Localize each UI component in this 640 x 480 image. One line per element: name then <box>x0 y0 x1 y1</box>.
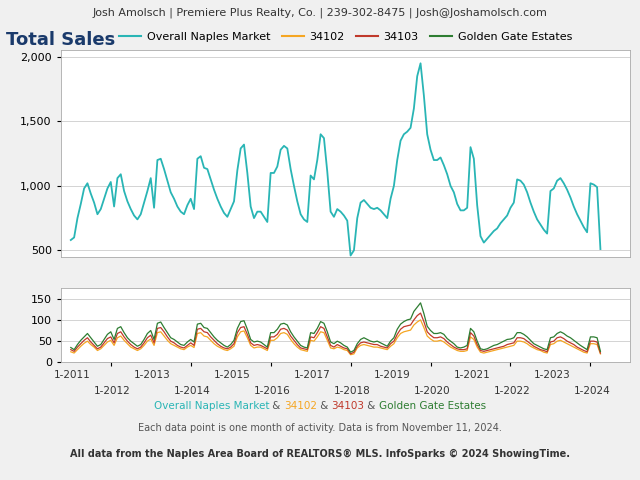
Text: 1-2022: 1-2022 <box>493 386 531 396</box>
Text: 1-2018: 1-2018 <box>334 386 371 396</box>
Text: 34102: 34102 <box>284 401 317 410</box>
Text: Golden Gate Estates: Golden Gate Estates <box>379 401 486 410</box>
Text: &: & <box>365 401 379 410</box>
Text: Josh Amolsch | Premiere Plus Realty, Co. | 239-302-8475 | Josh@Joshamolsch.com: Josh Amolsch | Premiere Plus Realty, Co.… <box>93 8 547 18</box>
Text: Total Sales: Total Sales <box>6 31 116 49</box>
Text: 1-2021: 1-2021 <box>454 370 490 380</box>
Text: &: & <box>317 401 332 410</box>
Text: 1-2023: 1-2023 <box>534 370 570 380</box>
Text: All data from the Naples Area Board of REALTORS® MLS. InfoSparks © 2024 ShowingT: All data from the Naples Area Board of R… <box>70 449 570 458</box>
Text: 1-2020: 1-2020 <box>414 386 451 396</box>
Text: &: & <box>269 401 284 410</box>
Text: 1-2017: 1-2017 <box>294 370 331 380</box>
Text: 1-2013: 1-2013 <box>134 370 171 380</box>
Text: 1-2015: 1-2015 <box>214 370 251 380</box>
Text: 1-2019: 1-2019 <box>374 370 410 380</box>
Text: 34103: 34103 <box>332 401 365 410</box>
Text: 1-2016: 1-2016 <box>254 386 291 396</box>
Text: 1-2024: 1-2024 <box>573 386 611 396</box>
Text: 1-2014: 1-2014 <box>174 386 211 396</box>
Text: Each data point is one month of activity. Data is from November 11, 2024.: Each data point is one month of activity… <box>138 423 502 433</box>
Legend: Overall Naples Market, 34102, 34103, Golden Gate Estates: Overall Naples Market, 34102, 34103, Gol… <box>115 27 577 46</box>
Text: 1-2011: 1-2011 <box>54 370 91 380</box>
Text: Overall Naples Market: Overall Naples Market <box>154 401 269 410</box>
Text: 1-2012: 1-2012 <box>94 386 131 396</box>
